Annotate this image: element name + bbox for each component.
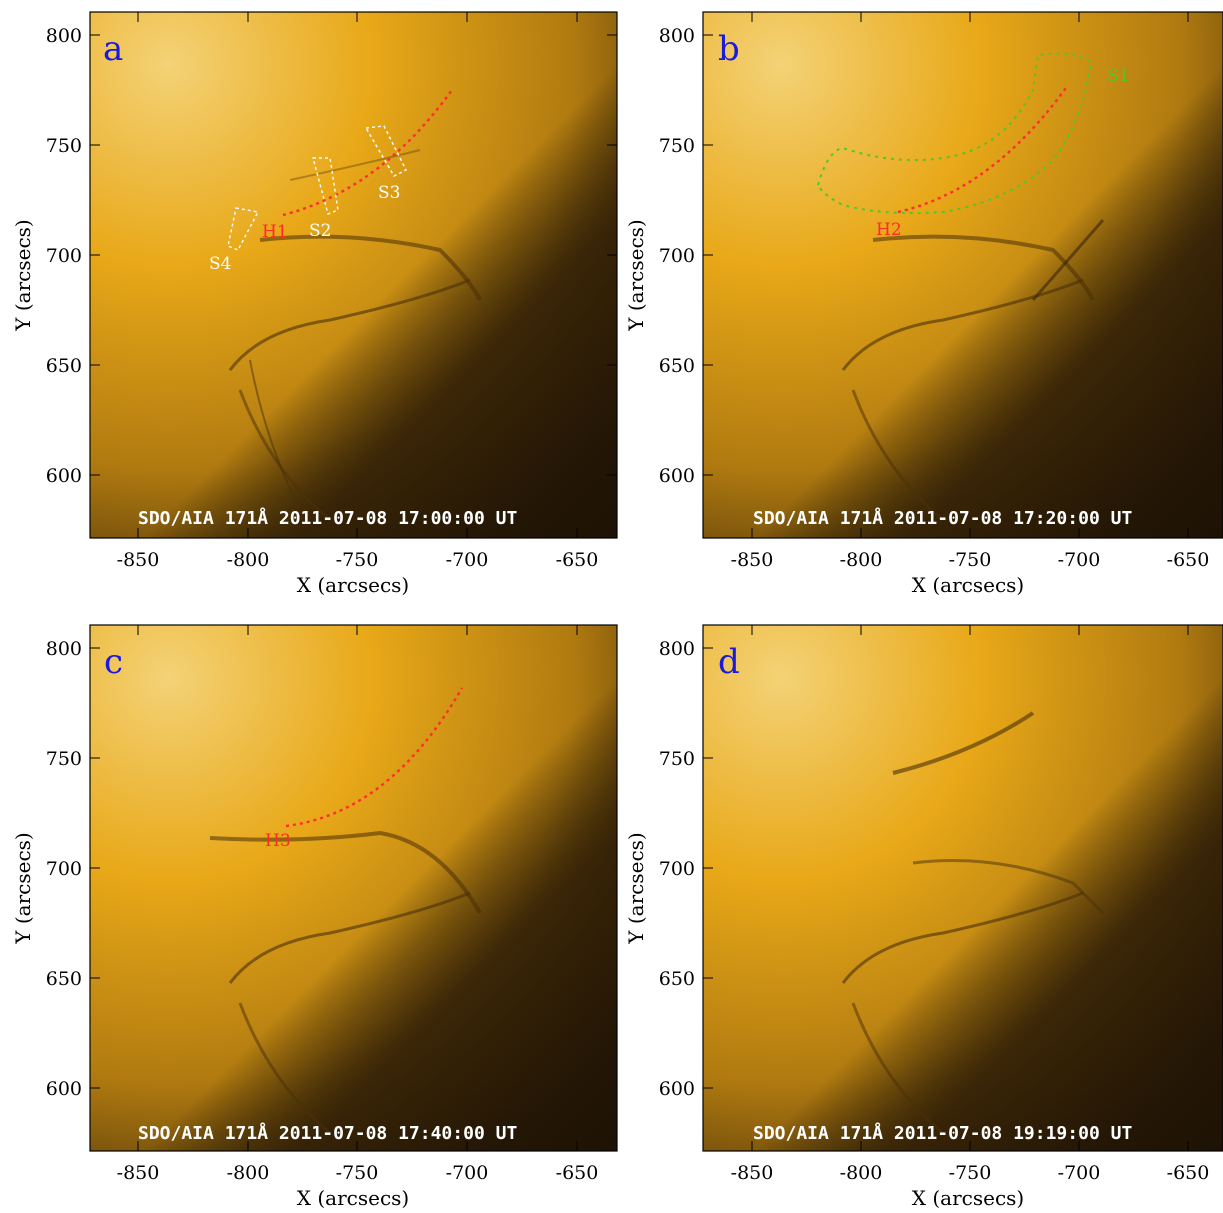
caption: SDO/AIA 171Å 2011-07-08 17:00:00 UT xyxy=(138,506,517,529)
y-ticks xyxy=(703,647,713,1089)
y-tick-label: 600 xyxy=(659,465,695,487)
y-axis-title: Y (arcsecs) xyxy=(624,832,648,944)
trace-label: H1 xyxy=(262,222,288,242)
panel-letter: a xyxy=(103,29,123,69)
x-tick-label: -800 xyxy=(227,549,270,571)
x-tick-label: -850 xyxy=(731,1162,774,1184)
region-outline xyxy=(816,52,1093,215)
x-tick-label: -800 xyxy=(840,549,883,571)
panel-b: b H2 S1 SDO/AIA 171Å 2011-07-08 17:20:00… xyxy=(613,0,1223,600)
y-tick-label: 750 xyxy=(659,135,695,157)
y-tick-label: 700 xyxy=(46,858,82,880)
panel-a: a H1 S2 S3 S4 SDO/AIA 171Å 2011-07-08 17… xyxy=(0,0,618,600)
y-tick-label: 600 xyxy=(46,465,82,487)
x-tick-label: -650 xyxy=(1167,1162,1210,1184)
x-tick-label: -750 xyxy=(336,1162,379,1184)
y-axis-title: Y (arcsecs) xyxy=(11,219,35,331)
x-tick-label: -700 xyxy=(446,1162,489,1184)
panel-c: c H3 SDO/AIA 171Å 2011-07-08 17:40:00 UT… xyxy=(0,613,618,1213)
panel-d-svg: d SDO/AIA 171Å 2011-07-08 19:19:00 UT -8… xyxy=(624,624,1223,1210)
y-tick-label: 600 xyxy=(659,1078,695,1100)
x-tick-label: -750 xyxy=(336,549,379,571)
y-tick-label: 650 xyxy=(659,355,695,377)
x-tick-label: -650 xyxy=(556,549,599,571)
y-ticks xyxy=(703,34,713,476)
y-tick-label: 750 xyxy=(46,135,82,157)
y-tick-label: 700 xyxy=(659,858,695,880)
panel-letter: d xyxy=(718,642,740,682)
x-ticks xyxy=(137,625,578,1151)
x-tick-label: -700 xyxy=(446,549,489,571)
x-tick-label: -700 xyxy=(1058,1162,1101,1184)
y-tick-label: 700 xyxy=(46,245,82,267)
plot-frame xyxy=(702,624,1223,1152)
panel-b-svg: b H2 S1 SDO/AIA 171Å 2011-07-08 17:20:00… xyxy=(624,11,1223,597)
panel-letter: b xyxy=(718,29,740,69)
x-tick-label: -800 xyxy=(840,1162,883,1184)
thread-trace xyxy=(285,687,464,828)
slit-marker xyxy=(364,125,407,177)
x-tick-label: -850 xyxy=(117,549,160,571)
caption: SDO/AIA 171Å 2011-07-08 17:40:00 UT xyxy=(138,1121,517,1144)
y-tick-label: 750 xyxy=(659,748,695,770)
thread-trace xyxy=(897,84,1069,214)
trace-label: H3 xyxy=(265,831,291,851)
y-tick-label: 800 xyxy=(659,638,695,660)
x-tick-label: -850 xyxy=(117,1162,160,1184)
y-axis-title: Y (arcsecs) xyxy=(11,832,35,944)
x-tick-label: -650 xyxy=(1167,549,1210,571)
y-tick-label: 650 xyxy=(46,355,82,377)
slit-label: S4 xyxy=(209,254,231,274)
x-ticks xyxy=(137,12,578,538)
x-tick-label: -650 xyxy=(556,1162,599,1184)
y-tick-label: 600 xyxy=(46,1078,82,1100)
slit-marker xyxy=(227,207,260,251)
x-ticks xyxy=(751,12,1189,538)
y-tick-label: 800 xyxy=(46,638,82,660)
y-tick-label: 800 xyxy=(659,25,695,47)
caption: SDO/AIA 171Å 2011-07-08 19:19:00 UT xyxy=(753,1121,1132,1144)
caption: SDO/AIA 171Å 2011-07-08 17:20:00 UT xyxy=(753,506,1132,529)
x-axis-title: X (arcsecs) xyxy=(912,573,1024,597)
x-axis-title: X (arcsecs) xyxy=(297,573,409,597)
plot-frame xyxy=(89,11,618,539)
y-axis-title: Y (arcsecs) xyxy=(624,219,648,331)
y-ticks xyxy=(90,34,617,476)
x-tick-label: -750 xyxy=(949,549,992,571)
panel-c-svg: c H3 SDO/AIA 171Å 2011-07-08 17:40:00 UT… xyxy=(11,624,618,1210)
trace-label: H2 xyxy=(876,220,902,240)
y-ticks xyxy=(90,647,100,1089)
x-axis-title: X (arcsecs) xyxy=(297,1186,409,1210)
y-tick-label: 650 xyxy=(659,968,695,990)
x-tick-label: -700 xyxy=(1058,549,1101,571)
plot-frame xyxy=(89,624,618,1152)
x-tick-label: -750 xyxy=(949,1162,992,1184)
region-label: S1 xyxy=(1107,66,1129,86)
panel-a-svg: a H1 S2 S3 S4 SDO/AIA 171Å 2011-07-08 17… xyxy=(11,11,618,597)
x-tick-label: -800 xyxy=(227,1162,270,1184)
plot-frame xyxy=(702,11,1223,539)
y-tick-label: 800 xyxy=(46,25,82,47)
x-ticks xyxy=(751,625,1189,1151)
y-tick-label: 750 xyxy=(46,748,82,770)
y-tick-label: 700 xyxy=(659,245,695,267)
x-axis-title: X (arcsecs) xyxy=(912,1186,1024,1210)
slit-label: S3 xyxy=(378,183,400,203)
panel-d: d SDO/AIA 171Å 2011-07-08 19:19:00 UT -8… xyxy=(613,613,1223,1213)
panel-letter: c xyxy=(104,642,123,682)
slit-label: S2 xyxy=(309,221,331,241)
x-tick-label: -850 xyxy=(731,549,774,571)
y-tick-label: 650 xyxy=(46,968,82,990)
